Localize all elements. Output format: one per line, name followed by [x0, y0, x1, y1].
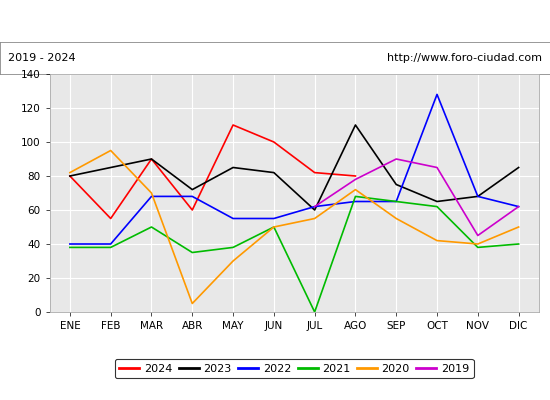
- Text: Evolucion Nº Turistas Extranjeros en el municipio de Ricote: Evolucion Nº Turistas Extranjeros en el …: [70, 14, 480, 28]
- Text: 2019 - 2024: 2019 - 2024: [8, 53, 76, 63]
- Text: http://www.foro-ciudad.com: http://www.foro-ciudad.com: [387, 53, 542, 63]
- Legend: 2024, 2023, 2022, 2021, 2020, 2019: 2024, 2023, 2022, 2021, 2020, 2019: [115, 359, 474, 378]
